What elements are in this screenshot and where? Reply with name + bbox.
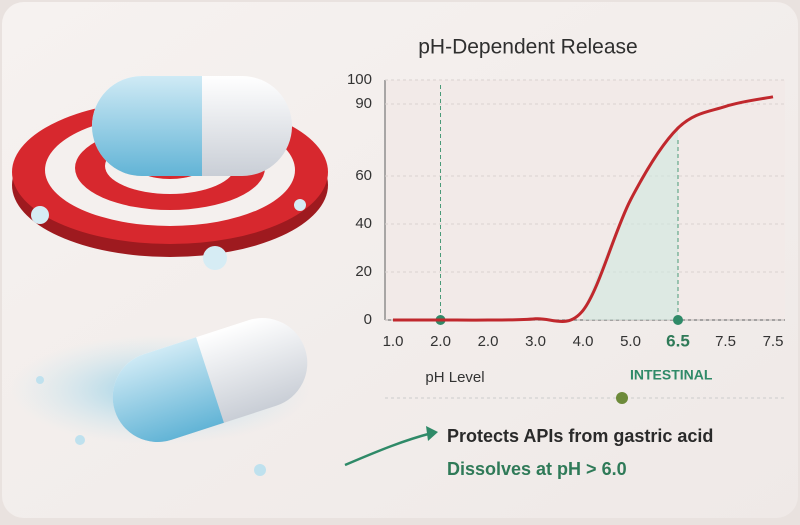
callout-arrowhead <box>426 426 438 441</box>
y-tick-label: 0 <box>364 311 372 328</box>
dissolving-capsule <box>10 318 310 476</box>
line <box>392 95 774 323</box>
chart-title: pH-Dependent Release <box>418 36 637 59</box>
x-tick-label: 2.0 <box>430 333 451 350</box>
caption-line: Dissolves at pH > 6.0 <box>447 459 627 479</box>
caption-line: Protects APIs from gastric acid <box>447 426 713 446</box>
x-tick-label: 7.5 <box>763 333 784 350</box>
y-tick-label: 20 <box>355 263 372 280</box>
x-tick-label: 4.0 <box>573 333 594 350</box>
plot-area <box>385 80 785 320</box>
x-tick-label: 7.5 <box>715 333 736 350</box>
y-tick-label: 100 <box>347 71 372 88</box>
y-tick-label: 60 <box>355 167 372 184</box>
x-tick-label: 6.5 <box>666 331 690 350</box>
callout-arrow <box>344 431 433 467</box>
annotation: INTESTINAL <box>630 367 713 383</box>
highlight-dot <box>673 315 683 325</box>
x-tick-label: 2.0 <box>478 333 499 350</box>
annotation-dot <box>616 392 628 404</box>
shaded-area <box>583 128 678 320</box>
x-axis-label: pH Level <box>425 369 484 386</box>
y-tick-label: 40 <box>355 215 372 232</box>
x-tick-label: 1.0 <box>383 333 404 350</box>
target-illustration <box>12 76 328 270</box>
x-tick-label: 5.0 <box>620 333 641 350</box>
x-tick-label: 3.0 <box>525 333 546 350</box>
y-tick-label: 90 <box>355 95 372 112</box>
